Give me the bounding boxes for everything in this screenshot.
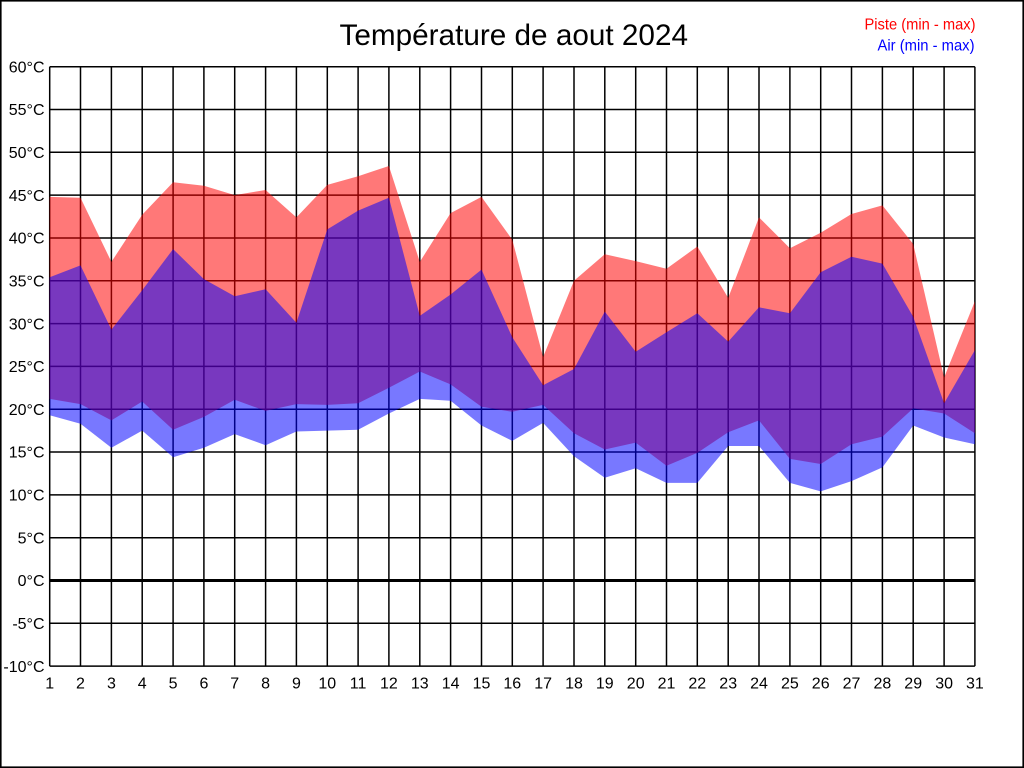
svg-text:18: 18 [565,676,583,693]
svg-text:26: 26 [812,676,830,693]
svg-text:30°C: 30°C [9,316,45,333]
svg-text:25: 25 [781,676,799,693]
svg-text:5°C: 5°C [18,530,45,547]
svg-text:13: 13 [411,676,429,693]
svg-text:1: 1 [45,676,54,693]
svg-text:Air (min - max): Air (min - max) [878,37,975,54]
svg-text:Température de aout 2024: Température de aout 2024 [340,19,689,52]
svg-text:20°C: 20°C [9,402,45,419]
svg-text:45°C: 45°C [9,188,45,205]
svg-text:16: 16 [503,676,521,693]
svg-text:3: 3 [107,676,116,693]
svg-text:40°C: 40°C [9,231,45,248]
svg-text:28: 28 [874,676,892,693]
svg-text:5: 5 [169,676,178,693]
svg-text:24: 24 [750,676,768,693]
svg-text:35°C: 35°C [9,274,45,291]
svg-text:23: 23 [719,676,737,693]
svg-text:0°C: 0°C [18,573,45,590]
svg-text:60°C: 60°C [9,59,45,76]
svg-text:30: 30 [935,676,953,693]
svg-text:6: 6 [199,676,208,693]
svg-text:20: 20 [627,676,645,693]
svg-text:12: 12 [380,676,398,693]
svg-text:14: 14 [442,676,460,693]
svg-text:4: 4 [138,676,147,693]
svg-text:7: 7 [230,676,239,693]
svg-text:11: 11 [350,676,367,693]
svg-text:50°C: 50°C [9,145,45,162]
svg-text:8: 8 [261,676,270,693]
svg-text:10: 10 [318,676,336,693]
svg-text:22: 22 [688,676,706,693]
svg-text:2: 2 [76,676,85,693]
svg-text:17: 17 [534,676,552,693]
svg-text:25°C: 25°C [9,359,45,376]
svg-text:55°C: 55°C [9,102,45,119]
svg-text:15: 15 [473,676,491,693]
svg-text:10°C: 10°C [9,488,45,505]
svg-text:-5°C: -5°C [12,616,44,633]
svg-text:31: 31 [966,676,984,693]
svg-text:9: 9 [292,676,301,693]
svg-text:21: 21 [658,676,676,693]
svg-text:-10°C: -10°C [3,659,44,676]
svg-text:15°C: 15°C [9,445,45,462]
svg-text:19: 19 [596,676,614,693]
svg-text:27: 27 [843,676,861,693]
svg-text:29: 29 [904,676,922,693]
svg-text:Piste (min - max): Piste (min - max) [865,16,976,33]
